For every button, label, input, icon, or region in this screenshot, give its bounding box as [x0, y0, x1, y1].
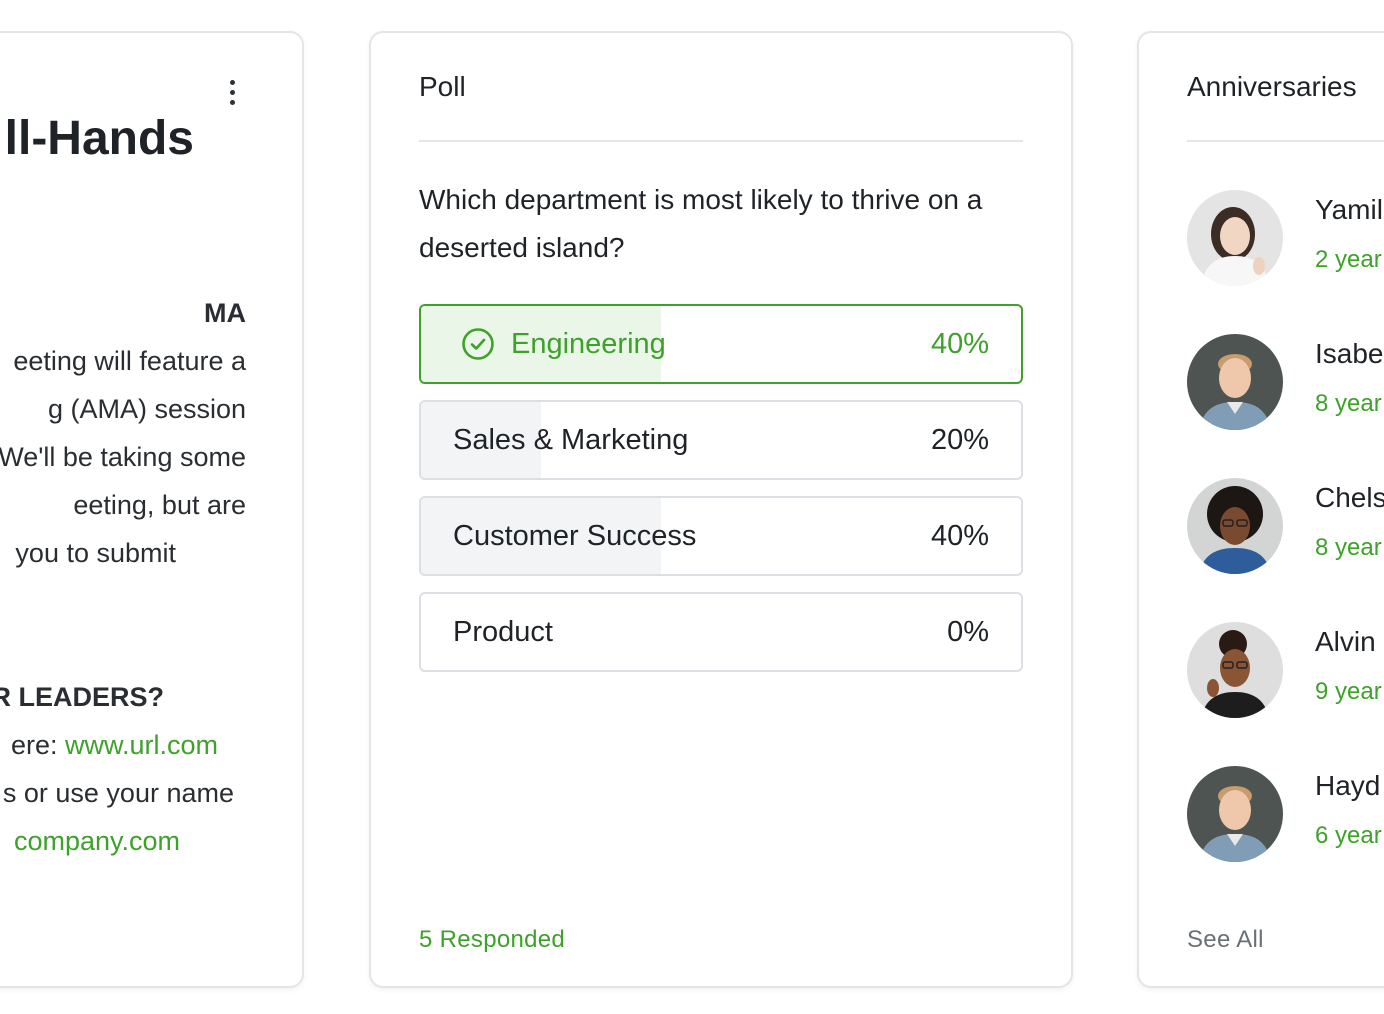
person-years: 6 year	[1315, 822, 1382, 849]
anniversaries-title: Anniversaries	[1187, 71, 1357, 102]
poll-option-customer-success[interactable]: Customer Success 40%	[419, 496, 1023, 576]
announcement-link-line: company.com	[14, 817, 180, 865]
poll-option-product[interactable]: Product 0%	[419, 592, 1023, 672]
poll-title: Poll	[419, 71, 466, 102]
divider	[419, 140, 1023, 142]
person-name: Isabe	[1315, 338, 1384, 369]
poll-option-bar	[421, 306, 661, 382]
anniversaries-card: Anniversaries Yamil 2 year	[1137, 31, 1384, 988]
avatar	[1187, 478, 1283, 574]
anniversary-person[interactable]: Hayd 6 year	[1187, 766, 1384, 862]
avatar	[1187, 766, 1283, 862]
announcement-text-line: you to submit	[15, 538, 176, 568]
person-years: 2 year	[1315, 246, 1382, 273]
poll-option-bar	[421, 402, 541, 478]
avatar	[1187, 334, 1283, 430]
poll-option-label-wrap: Engineering	[461, 306, 666, 382]
more-options-icon[interactable]	[222, 77, 242, 107]
person-name: Chels	[1315, 482, 1384, 513]
poll-option-bar	[421, 498, 661, 574]
responded-count[interactable]: 5 Responded	[419, 926, 566, 953]
announcement-text-line: eeting will feature a	[13, 346, 246, 376]
announcement-text-line: g (AMA) session	[47, 394, 246, 424]
avatar	[1187, 622, 1283, 718]
avatar	[1187, 190, 1283, 286]
announcement-text-line: eeting, but are	[73, 490, 246, 520]
poll-option-percent: 40%	[930, 327, 989, 360]
poll-option-percent: 20%	[930, 423, 989, 456]
person-years: 8 year	[1315, 534, 1382, 561]
poll-option-engineering[interactable]: Engineering 40%	[419, 304, 1023, 384]
poll-option-percent: 0%	[947, 615, 989, 648]
section-heading-ama: MA	[204, 298, 246, 328]
person-name: Yamil	[1315, 194, 1383, 225]
check-circle-icon	[462, 328, 494, 360]
email-link[interactable]: company.com	[13, 826, 180, 856]
section-heading-leaders: UR LEADERS?	[0, 682, 164, 712]
announcement-text-line: s or use your name	[2, 778, 234, 808]
announcement-text-line: We'll be taking some	[0, 442, 246, 472]
person-name: Alvin	[1315, 626, 1376, 657]
anniversary-person[interactable]: Yamil 2 year	[1187, 190, 1384, 286]
poll-option-sales-marketing[interactable]: Sales & Marketing 20%	[419, 400, 1023, 480]
poll-option-label: Product	[453, 615, 553, 648]
person-name: Hayd	[1315, 770, 1381, 801]
poll-question: Which department is most likely to thriv…	[419, 184, 983, 263]
url-link[interactable]: www.url.com	[64, 730, 218, 760]
poll-option-label: Engineering	[511, 327, 666, 360]
person-years: 8 year	[1315, 390, 1382, 417]
announcement-text: ere:	[10, 730, 65, 760]
announcement-title: ll-Hands	[4, 112, 194, 165]
anniversary-person[interactable]: Alvin 9 year	[1187, 622, 1384, 718]
see-all-link[interactable]: See All	[1187, 926, 1264, 953]
poll-option-label: Customer Success	[453, 519, 697, 552]
divider	[1187, 140, 1384, 142]
announcement-link-line: ere: www.url.com	[11, 721, 218, 769]
anniversary-person[interactable]: Isabe 8 year	[1187, 334, 1384, 430]
poll-option-label: Sales & Marketing	[453, 423, 689, 456]
poll-option-percent: 40%	[930, 519, 989, 552]
person-years: 9 year	[1315, 678, 1382, 705]
announcement-card: ll-Hands MA eeting will feature a g (AMA…	[0, 31, 304, 988]
anniversary-person[interactable]: Chels 8 year	[1187, 478, 1384, 574]
poll-card: Poll Which department is most likely to …	[369, 31, 1073, 988]
